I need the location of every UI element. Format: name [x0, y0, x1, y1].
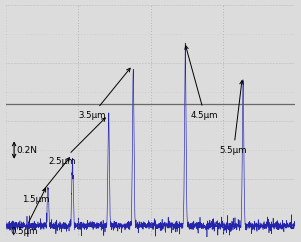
Text: 3.5μm: 3.5μm — [78, 68, 130, 120]
Text: 5.5μm: 5.5μm — [220, 81, 247, 155]
Text: 1.5μm: 1.5μm — [22, 158, 70, 204]
Text: 2.5μm: 2.5μm — [48, 118, 105, 166]
Text: 0.5μm: 0.5μm — [10, 188, 46, 236]
Text: 4.5μm: 4.5μm — [185, 46, 219, 120]
Text: 0.2N: 0.2N — [17, 145, 37, 155]
